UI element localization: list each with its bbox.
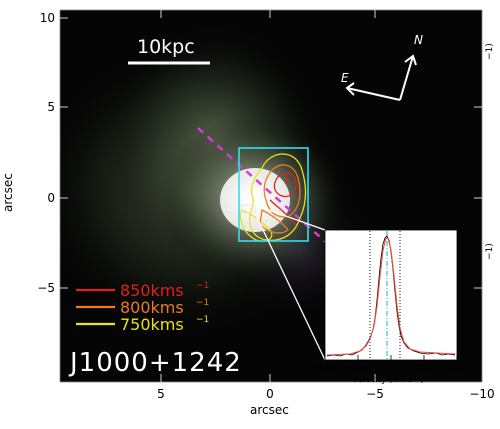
region-box xyxy=(238,147,309,242)
contour-850-peak xyxy=(285,178,289,182)
compass-east-label: E xyxy=(341,71,349,85)
compass-north-label: N xyxy=(414,33,423,47)
y-tick-label: −5 xyxy=(37,281,55,295)
right-edge-fragment-top: −1) xyxy=(485,43,495,60)
legend-superscript: −1 xyxy=(196,298,209,308)
inset-x-tick-label: −1000 xyxy=(344,363,371,372)
spectrum-inset: −2000 −1000 0 1000 2000 velocity (km s⁻¹) xyxy=(311,229,467,385)
contour-800 xyxy=(263,164,301,218)
velocity-contours xyxy=(239,153,307,242)
legend-superscript: −1 xyxy=(196,315,209,325)
image-axis-ticks xyxy=(60,10,482,382)
contour-750 xyxy=(249,153,307,242)
compass xyxy=(345,54,417,101)
x-tick-label: 5 xyxy=(157,387,165,401)
x-tick-labels: 5 0 −5 −10 xyxy=(157,387,494,401)
x-tick-label: −10 xyxy=(469,387,494,401)
inset-x-tick-label: 2000 xyxy=(447,363,467,372)
inset-leader-lines xyxy=(254,204,326,361)
contour-850 xyxy=(273,172,297,198)
inset-x-tick-label: 0 xyxy=(388,363,393,372)
inset-xlabel: velocity (km s⁻¹) xyxy=(353,375,424,385)
legend-superscript: −1 xyxy=(196,281,209,291)
contour-750-lower xyxy=(239,209,273,242)
y-axis-label: arcsec xyxy=(1,173,15,212)
aperture-box xyxy=(240,204,256,214)
x-tick-label: 0 xyxy=(266,387,274,401)
legend: 850kms −1 800kms −1 750kms −1 xyxy=(76,281,209,334)
spectrum-fit xyxy=(326,237,456,356)
legend-label: 750kms xyxy=(120,315,184,334)
y-tick-label: 10 xyxy=(40,11,55,25)
image-frame xyxy=(59,9,483,383)
y-tick-labels: 10 5 0 −5 xyxy=(37,11,55,295)
legend-label: 850kms xyxy=(120,281,184,300)
x-tick-label: −5 xyxy=(366,387,384,401)
scale-bar-label: 10kpc xyxy=(137,36,195,58)
contour-850-spine xyxy=(269,199,297,227)
y-tick-label: 5 xyxy=(47,100,55,114)
object-name: J1000+1242 xyxy=(68,348,242,378)
contour-800-lower xyxy=(259,209,289,234)
x-axis-label: arcsec xyxy=(250,403,289,417)
y-tick-label: 0 xyxy=(47,191,55,205)
legend-label: 800kms xyxy=(120,298,184,317)
right-edge-fragment-bottom: −1) xyxy=(485,243,495,260)
inset-x-tick-label: 1000 xyxy=(414,363,434,372)
inset-x-tick-label: −2000 xyxy=(311,363,338,372)
